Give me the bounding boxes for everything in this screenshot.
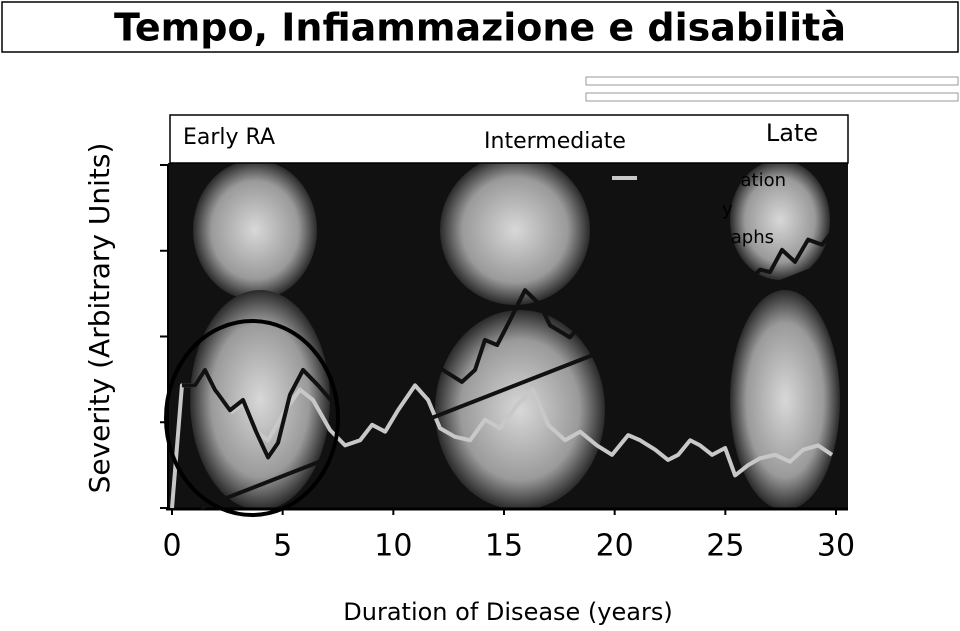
xray-background (168, 155, 848, 510)
x-tick-label: 10 (374, 529, 412, 564)
x-tick-label: 30 (817, 529, 855, 564)
legend-fragment: y (722, 199, 733, 220)
stage-label: Early RA (183, 125, 275, 150)
legend-swatch (612, 176, 637, 180)
highlight-circle (164, 319, 340, 517)
stage-label: Intermediate (484, 129, 626, 154)
y-axis-label: Severity (Arbitrary Units) (83, 142, 116, 494)
x-tick-label: 25 (706, 529, 744, 564)
x-tick-label: 5 (273, 529, 292, 564)
chart-title: Tempo, Infiammazione e disabilità (114, 6, 846, 50)
series-line (200, 258, 837, 510)
series-line (181, 230, 834, 460)
series-line (170, 367, 834, 509)
decoration (585, 92, 959, 102)
decoration (585, 76, 959, 86)
title-box (1, 1, 959, 53)
x-axis-label: Duration of Disease (years) (343, 598, 672, 626)
legend-fragment: aphs (731, 227, 774, 248)
stage-box (169, 114, 849, 164)
x-tick-label: 0 (162, 529, 181, 564)
stage-label: Late (766, 119, 818, 147)
x-tick-label: 20 (596, 529, 634, 564)
legend-fragment: ation (740, 170, 786, 191)
x-tick-label: 15 (485, 529, 523, 564)
